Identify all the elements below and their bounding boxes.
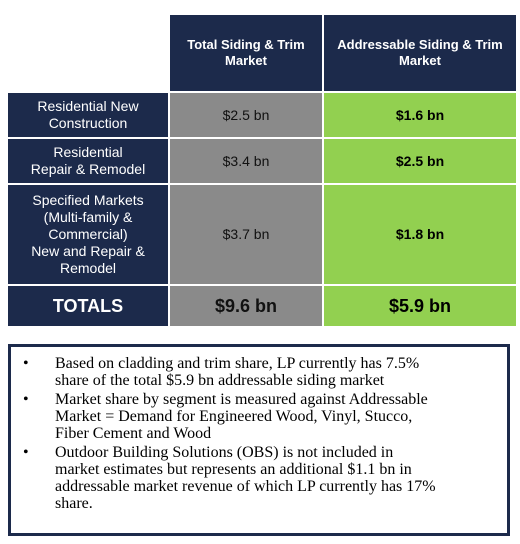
addressable-cell: $1.8 bn bbox=[324, 185, 516, 284]
column-header: Total Siding & Trim Market bbox=[170, 15, 322, 91]
totals-label: TOTALS bbox=[8, 286, 168, 326]
row-label: Specified Markets (Multi-family & Commer… bbox=[8, 185, 168, 284]
notes-box: Based on cladding and trim share, LP cur… bbox=[8, 344, 510, 536]
note: Market share by segment is measured agai… bbox=[11, 391, 507, 442]
totals-addressable: $5.9 bn bbox=[324, 286, 516, 326]
notes-list: Based on cladding and trim share, LP cur… bbox=[11, 347, 507, 512]
market-table: Total Siding & Trim Market Addressable S… bbox=[8, 15, 516, 326]
row-label: Residential Repair & Remodel bbox=[8, 139, 168, 183]
note: Based on cladding and trim share, LP cur… bbox=[11, 355, 507, 389]
addressable-cell: $1.6 bn bbox=[324, 93, 516, 137]
row-label: Residential New Construction bbox=[8, 93, 168, 137]
blank-corner bbox=[8, 15, 168, 91]
total-cell: $3.7 bn bbox=[170, 185, 322, 284]
column-header: Addressable Siding & Trim Market bbox=[324, 15, 516, 91]
totals-total: $9.6 bn bbox=[170, 286, 322, 326]
total-cell: $2.5 bn bbox=[170, 93, 322, 137]
note: Outdoor Building Solutions (OBS) is not … bbox=[11, 444, 507, 512]
addressable-cell: $2.5 bn bbox=[324, 139, 516, 183]
total-cell: $3.4 bn bbox=[170, 139, 322, 183]
